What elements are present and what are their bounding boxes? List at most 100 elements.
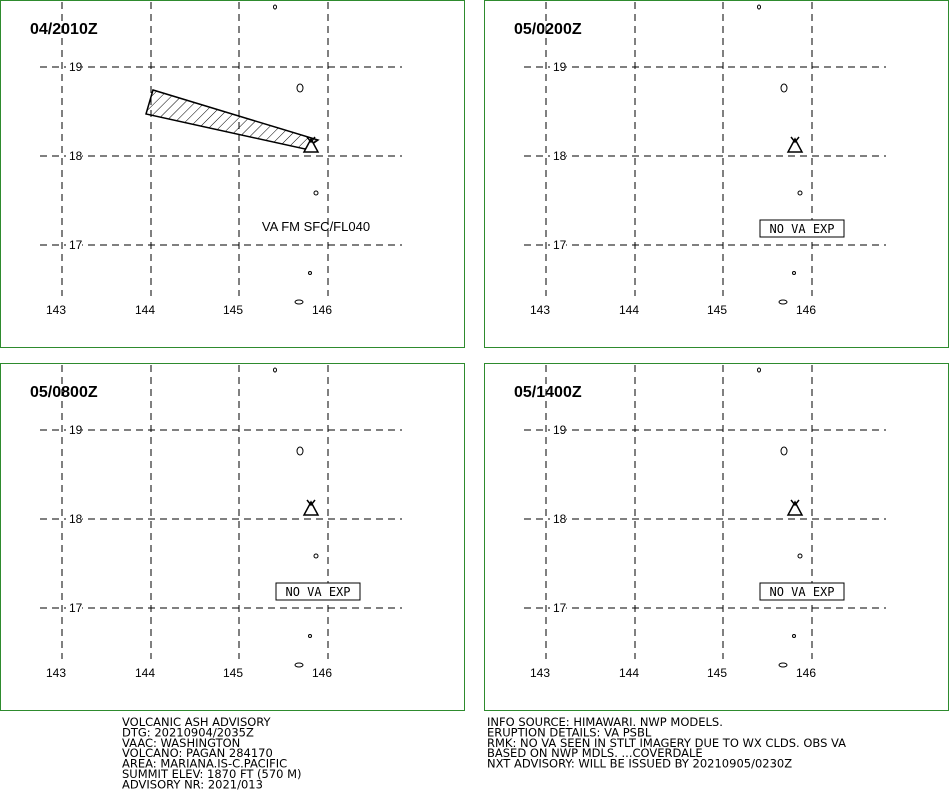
lon-label: 144	[619, 303, 639, 317]
lat-label: 17	[553, 601, 567, 615]
lon-label: 143	[530, 303, 550, 317]
volcano	[302, 500, 320, 516]
lat-label: 17	[69, 238, 83, 252]
lon-label: 144	[619, 666, 639, 680]
lat-label: 18	[69, 512, 83, 526]
label-bg	[550, 600, 566, 614]
island	[308, 634, 312, 638]
advisory-line: NXT ADVISORY: WILL BE ISSUED BY 20210905…	[487, 757, 792, 771]
lon-label: 146	[312, 303, 332, 317]
advisory-line: VAAC: WASHINGTON	[122, 736, 240, 750]
island	[780, 83, 788, 93]
annotation: NO VA EXP	[769, 222, 834, 236]
island	[797, 553, 803, 559]
label-bg	[66, 600, 82, 614]
island	[313, 553, 319, 559]
island	[780, 446, 788, 456]
advisory-line: RMK: NO VA SEEN IN STLT IMAGERY DUE TO W…	[487, 736, 846, 750]
map-panel: 143 144 145 146 19 18 17 05/0200Z NO VA EXP	[484, 0, 949, 348]
island	[296, 446, 304, 456]
volcano-plume	[790, 136, 800, 144]
annotation-box	[759, 219, 845, 238]
panel-title: 05/1400Z	[514, 384, 582, 401]
lon-label: 143	[530, 666, 550, 680]
lon-label: 146	[312, 666, 332, 680]
advisory-line: VOLCANIC ASH ADVISORY	[122, 715, 272, 729]
island	[294, 299, 304, 305]
volcano-plume	[306, 136, 316, 144]
annotation-box	[275, 582, 361, 601]
advisory-line: ADVISORY NR: 2021/013	[122, 777, 263, 791]
lon-label: 145	[223, 303, 243, 317]
label-bg	[550, 59, 566, 73]
map-panel: 143 144 145 146 19 18 17 04/2010Z VA FM SFC/FL04…	[0, 0, 465, 348]
label-bg	[66, 237, 82, 251]
island	[757, 4, 761, 10]
advisory-line: VOLCANO: PAGAN 284170	[122, 746, 273, 760]
map-panel: 143 144 145 146 19 18 17 05/1400Z NO VA EXP	[484, 363, 949, 711]
label-bg	[66, 59, 82, 73]
island	[797, 190, 803, 196]
island	[296, 83, 304, 93]
label-bg	[66, 148, 82, 162]
panel-title: 05/0200Z	[514, 21, 582, 38]
island	[778, 299, 788, 305]
lon-label: 144	[135, 666, 155, 680]
annotation: NO VA EXP	[285, 585, 350, 599]
volcano	[786, 500, 804, 516]
lon-label: 146	[796, 303, 816, 317]
island	[273, 367, 277, 373]
label-bg	[550, 511, 566, 525]
lon-label: 146	[796, 666, 816, 680]
lon-label: 145	[223, 666, 243, 680]
island	[313, 190, 319, 196]
panel-title: 04/2010Z	[30, 21, 98, 38]
map-panel: 143 144 145 146 19 18 17 05/0800Z NO VA EXP	[0, 363, 465, 711]
advisory-line: INFO SOURCE: HIMAWARI. NWP MODELS.	[487, 715, 723, 729]
lat-label: 18	[553, 512, 567, 526]
volcano	[786, 137, 804, 153]
lat-label: 17	[69, 601, 83, 615]
lon-label: 143	[46, 666, 66, 680]
lon-label: 144	[135, 303, 155, 317]
island	[308, 271, 312, 275]
label-bg	[66, 511, 82, 525]
label-bg	[550, 237, 566, 251]
lat-label: 18	[69, 149, 83, 163]
lon-label: 145	[707, 666, 727, 680]
annotation: NO VA EXP	[769, 585, 834, 599]
panel-border	[0, 363, 465, 711]
panel-border	[484, 363, 949, 711]
island	[757, 367, 761, 373]
label-bg	[66, 422, 82, 436]
volcano-plume	[306, 499, 316, 507]
advisory-line: AREA: MARIANA.IS-C.PACIFIC	[122, 757, 287, 771]
island	[778, 662, 788, 668]
annotation: VA FM SFC/FL040	[262, 219, 370, 234]
annotation-box	[759, 582, 845, 601]
lon-label: 145	[707, 303, 727, 317]
volcano-plume	[790, 499, 800, 507]
island	[792, 634, 796, 638]
lon-label: 143	[46, 303, 66, 317]
advisory-line: ERUPTION DETAILS: VA PSBL	[487, 725, 652, 739]
advisory-line: BASED ON NWP MDLS. ...COVERDALE	[487, 746, 703, 760]
volcano	[302, 137, 320, 153]
lat-label: 19	[553, 423, 567, 437]
label-bg	[550, 148, 566, 162]
ash-cloud	[145, 89, 320, 150]
label-bg	[550, 422, 566, 436]
lat-label: 18	[553, 149, 567, 163]
lat-label: 17	[553, 238, 567, 252]
panel-title: 05/0800Z	[30, 384, 98, 401]
advisory-line: DTG: 20210904/2035Z	[122, 725, 254, 739]
panel-border	[484, 0, 949, 348]
island	[294, 662, 304, 668]
island	[792, 271, 796, 275]
lat-label: 19	[553, 60, 567, 74]
lat-label: 19	[69, 423, 83, 437]
lat-label: 19	[69, 60, 83, 74]
panel-border	[0, 0, 465, 348]
advisory-line: SUMMIT ELEV: 1870 FT (570 M)	[122, 767, 302, 781]
